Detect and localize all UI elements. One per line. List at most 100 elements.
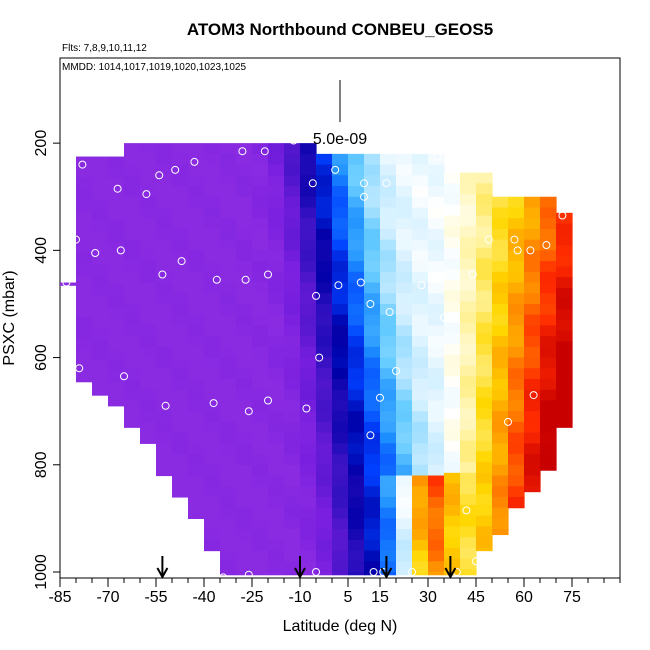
heatmap-cell [428,432,445,444]
heatmap-cell [364,346,381,359]
flight-arrow-head [444,567,457,580]
heatmap-cell [412,303,429,316]
heatmap-cell [428,496,445,509]
heatmap-cell [156,336,173,348]
x-tick-label: 45 [467,589,485,606]
heatmap-cell [348,486,365,498]
heatmap-cell [108,295,125,308]
heatmap-cell [476,494,493,506]
heatmap-cell [332,572,349,576]
heatmap-cell [348,507,365,519]
heatmap-cell [364,303,381,316]
heatmap-cell [460,236,477,249]
heatmap-cell [236,486,253,498]
heatmap-cell [172,164,189,176]
y-axis-label: PSXC (mbar) [1,270,18,365]
heatmap-cell [492,443,509,455]
flights-text: Flts: 7,8,9,10,11,12 [62,43,147,54]
heatmap-cell [460,322,477,335]
heatmap-cell [236,357,253,369]
observation-point [264,270,272,279]
heatmap-cell [412,228,429,241]
heatmap-cell [364,389,381,402]
heatmap-cell [348,303,365,316]
heatmap-cell [236,421,253,434]
heatmap-cell [508,379,525,391]
heatmap-cell [284,400,301,412]
heatmap-cell [428,218,445,230]
observation-point [312,568,320,576]
heatmap-cell [284,539,301,552]
heatmap-cell [316,518,333,530]
heatmap-cell [444,451,461,463]
heatmap-cell [300,261,317,273]
heatmap-cell [284,207,301,219]
heatmap-cell [204,271,221,284]
heatmap-cell [316,228,333,241]
heatmap-cell [364,550,381,562]
heatmap-cell [268,561,285,573]
heatmap-cell [268,250,285,262]
heatmap-cell [300,550,317,562]
heatmap-cell [492,464,509,477]
heatmap-cell [348,550,365,562]
heatmap-cell [460,462,477,474]
heatmap-cell [540,464,557,471]
heatmap-cell [396,153,413,166]
heatmap-cell [300,572,317,576]
heatmap-cell [492,529,509,536]
heatmap-cell [412,186,429,198]
heatmap-cell [348,518,365,530]
heatmap-cell [300,250,317,262]
heatmap-cell [428,572,445,576]
heatmap-cell [380,561,397,573]
heatmap-cell [204,282,221,294]
heatmap-cell [540,389,557,402]
heatmap-cell [460,387,477,399]
heatmap-cell [268,261,285,273]
heatmap-cell [556,234,573,246]
observation-point [75,364,84,373]
heatmap-cell [332,196,349,209]
heatmap-cell [524,293,541,305]
heatmap-cell [428,550,445,562]
heatmap-cell [364,196,381,209]
heatmap-cell [220,529,237,541]
heatmap-cell [284,464,301,477]
heatmap-cell [364,561,381,573]
heatmap-cell [172,271,189,284]
heatmap-cell [76,253,93,265]
observation-point [385,308,394,316]
heatmap-cell [540,411,557,423]
heatmap-cell [204,389,221,402]
heatmap-cell [236,164,253,176]
heatmap-cell [364,325,381,337]
scale-label: 5.0e-09 [313,131,367,148]
heatmap-cell [92,370,109,383]
heatmap-cell [316,475,333,487]
heatmap-cell [476,344,493,356]
heatmap-cell [284,389,301,402]
heatmap-cell [364,539,381,552]
heatmap-cell [236,475,253,487]
heatmap-cell [332,271,349,284]
heatmap-cell [476,301,493,313]
heatmap-cell [220,496,237,509]
heatmap-cell [396,282,413,294]
heatmap-cell [524,261,541,273]
heatmap-cell [348,218,365,230]
heatmap-cell [300,271,317,284]
heatmap-cell [508,389,525,402]
heatmap-cell [316,346,333,359]
heatmap-cell [396,539,413,552]
heatmap-cell [284,239,301,251]
heatmap-cell [140,186,157,198]
heatmap-cell [492,518,509,530]
heatmap-cell [396,250,413,262]
heatmap-cell [252,379,269,391]
heatmap-cell [492,336,509,348]
heatmap-cell [76,188,93,201]
heatmap-cell [284,486,301,498]
heatmap-cell [284,572,301,576]
heatmap-cell [252,411,269,423]
